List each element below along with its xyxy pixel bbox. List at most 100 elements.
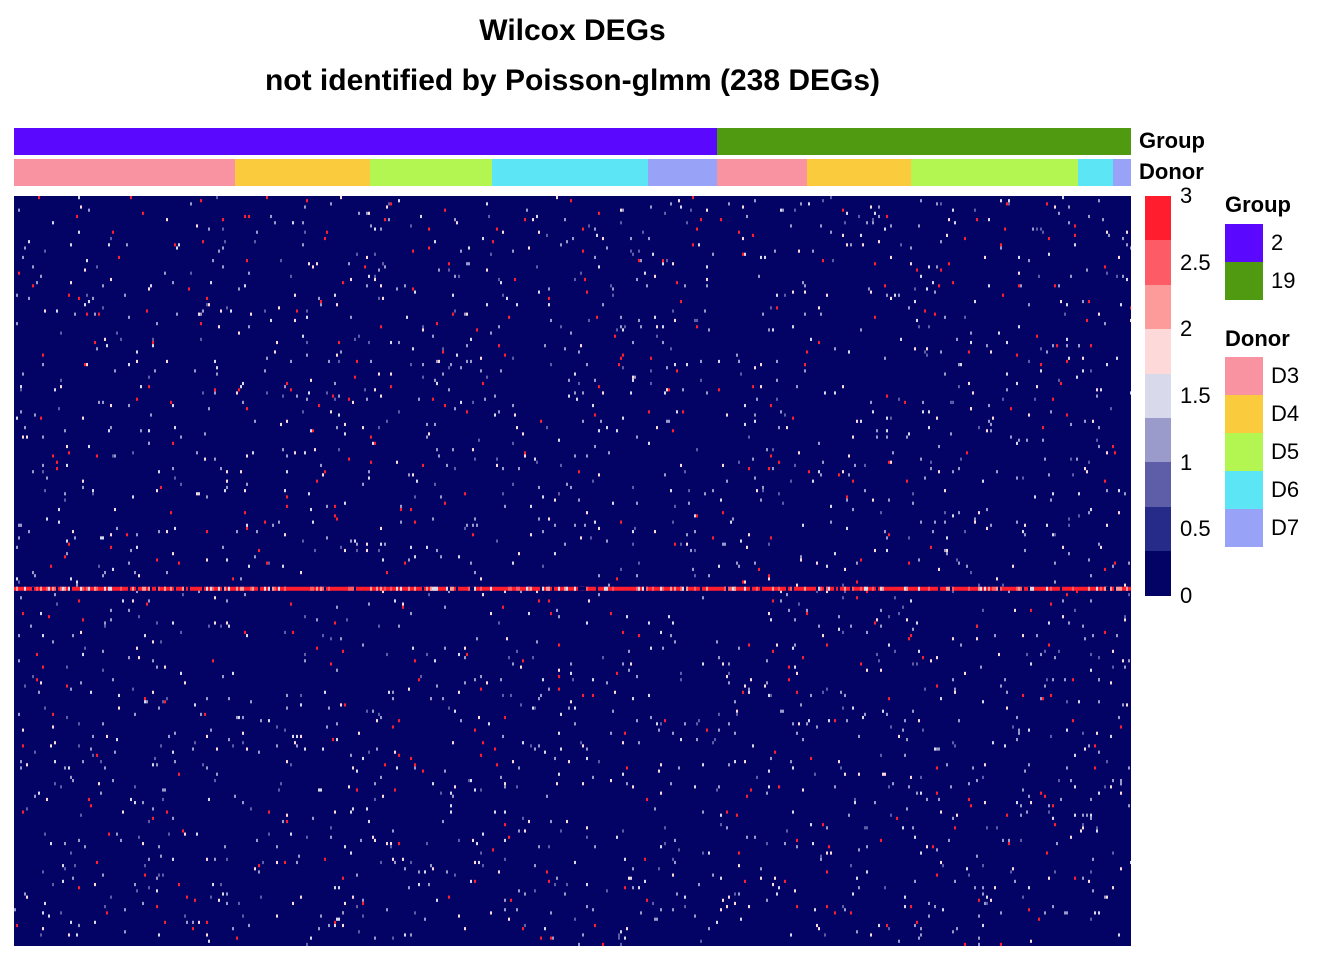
heatmap-cell (1104, 586, 1106, 591)
heatmap-cell (632, 785, 634, 789)
heatmap-cell (830, 230, 832, 234)
heatmap-cell (40, 586, 42, 591)
heatmap-cell (420, 674, 422, 679)
heatmap-cell (900, 243, 902, 247)
heatmap-cell (554, 498, 556, 502)
heatmap-cell (174, 476, 176, 480)
heatmap-cell (844, 772, 846, 776)
heatmap-cell (16, 577, 18, 581)
heatmap-cell (864, 826, 866, 830)
heatmap-cell (264, 586, 266, 591)
heatmap-cell (334, 923, 336, 928)
heatmap-cell (474, 586, 476, 591)
heatmap-cell (294, 318, 296, 323)
heatmap-cell (528, 611, 530, 616)
heatmap-cell (316, 646, 318, 650)
heatmap-cell (504, 838, 506, 843)
heatmap-cell (340, 545, 342, 549)
heatmap-cell (18, 634, 20, 638)
heatmap-cell (986, 344, 988, 348)
donor-legend-item: D4 (1225, 395, 1299, 433)
heatmap-cell (1084, 747, 1086, 751)
heatmap-cell (1022, 788, 1024, 792)
heatmap-cell (906, 618, 908, 622)
heatmap-cell (196, 451, 198, 455)
heatmap-cell (296, 309, 298, 313)
heatmap-cell (646, 586, 648, 591)
heatmap-cell (232, 744, 234, 748)
heatmap-cell (538, 845, 540, 849)
heatmap-cell (920, 851, 922, 855)
heatmap-cell (876, 652, 878, 657)
heatmap-cell (958, 467, 960, 471)
heatmap-cell (42, 463, 44, 468)
heatmap-cell (586, 290, 588, 294)
heatmap-cell (814, 908, 816, 912)
heatmap-cell (996, 826, 998, 830)
heatmap-cell (158, 586, 160, 591)
heatmap-cell (186, 895, 188, 899)
heatmap-cell (992, 586, 994, 591)
heatmap-cell (514, 413, 516, 417)
heatmap-cell (762, 489, 764, 493)
heatmap-cell (186, 920, 188, 924)
heatmap-cell (908, 306, 910, 310)
heatmap-cell (512, 561, 514, 565)
heatmap-cell (872, 410, 874, 414)
heatmap-cell (914, 299, 916, 304)
heatmap-cell (458, 690, 460, 694)
heatmap-cell (778, 460, 780, 464)
heatmap-cell (1016, 353, 1018, 357)
heatmap-cell (1122, 274, 1124, 278)
heatmap-cell (152, 344, 154, 348)
heatmap-cell (1118, 586, 1120, 591)
heatmap-cell (160, 744, 162, 748)
heatmap-cell (752, 233, 754, 237)
heatmap-cell (242, 741, 244, 745)
heatmap-cell (284, 489, 286, 493)
heatmap-cell (210, 895, 212, 899)
heatmap-cell (136, 397, 138, 401)
donor-legend-item: D5 (1225, 433, 1299, 471)
heatmap-cell (412, 473, 414, 477)
heatmap-cell (672, 309, 674, 313)
heatmap-cell (1042, 697, 1044, 701)
heatmap-cell (82, 760, 84, 764)
heatmap-cell (372, 835, 374, 839)
heatmap-cell (16, 293, 18, 297)
heatmap-cell (952, 678, 954, 682)
heatmap-cell (802, 788, 804, 792)
heatmap-cell (226, 892, 228, 896)
heatmap-cell (1106, 363, 1108, 367)
heatmap-cell (1022, 634, 1024, 638)
heatmap-cell (198, 920, 200, 924)
heatmap-cell (670, 347, 672, 351)
heatmap-cell (394, 750, 396, 754)
heatmap-cell (266, 561, 268, 565)
heatmap-cell (884, 772, 886, 776)
heatmap-cell (940, 860, 942, 865)
heatmap-cell (374, 388, 376, 392)
heatmap-cell (390, 372, 392, 376)
heatmap-cell (694, 530, 696, 534)
heatmap-cell (508, 917, 510, 921)
heatmap-cell (458, 838, 460, 843)
heatmap-cell (934, 290, 936, 294)
heatmap-cell (1002, 397, 1004, 401)
heatmap-cell (696, 722, 698, 726)
heatmap-cell (436, 381, 438, 386)
heatmap-cell (158, 873, 160, 877)
heatmap-cell (564, 218, 566, 222)
heatmap-cell (32, 470, 34, 474)
heatmap-cell (460, 366, 462, 370)
heatmap-cell (172, 403, 174, 408)
heatmap-cell (910, 905, 912, 909)
heatmap-cell (620, 567, 622, 571)
heatmap-cell (260, 719, 262, 723)
heatmap-cell (848, 473, 850, 477)
heatmap-cell (572, 678, 574, 682)
heatmap-cell (1022, 895, 1024, 899)
heatmap-cell (902, 728, 904, 732)
heatmap-cell (556, 608, 558, 612)
heatmap-cell (174, 526, 176, 531)
